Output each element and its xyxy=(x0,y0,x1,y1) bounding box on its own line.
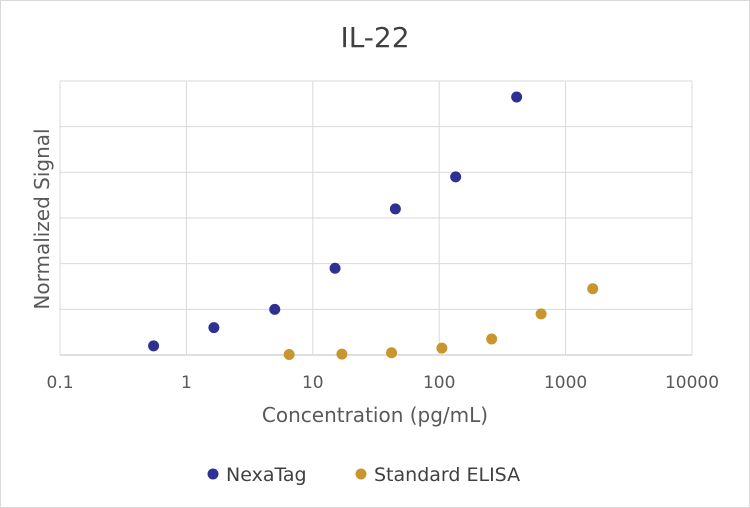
point-nexatag xyxy=(148,340,160,352)
point-standard-elisa xyxy=(436,342,448,354)
x-tick-label: 1000 xyxy=(544,373,587,393)
x-tick-label: 0.1 xyxy=(46,373,73,393)
point-standard-elisa xyxy=(535,308,547,320)
point-nexatag xyxy=(329,262,341,274)
point-nexatag xyxy=(269,303,281,315)
legend-label: Standard ELISA xyxy=(374,464,520,486)
point-standard-elisa xyxy=(336,348,348,360)
point-nexatag xyxy=(208,322,220,334)
point-standard-elisa xyxy=(283,349,295,361)
data-points xyxy=(148,91,599,361)
point-standard-elisa xyxy=(587,283,599,295)
legend-label: NexaTag xyxy=(226,464,307,486)
x-tick-label: 1 xyxy=(181,373,192,393)
x-tick-label: 10 xyxy=(302,373,324,393)
point-standard-elisa xyxy=(486,333,498,345)
legend: NexaTag Standard ELISA xyxy=(207,464,520,486)
point-nexatag xyxy=(389,203,401,215)
point-nexatag xyxy=(450,171,462,183)
point-nexatag xyxy=(511,91,523,103)
x-tick-label: 10000 xyxy=(665,373,719,393)
x-axis-label: Concentration (pg/mL) xyxy=(262,403,488,427)
legend-marker xyxy=(355,468,367,480)
y-axis-label: Normalized Signal xyxy=(30,128,54,309)
x-tick-labels: 0.1 1 10 100 1000 10000 xyxy=(46,373,719,393)
point-standard-elisa xyxy=(386,347,398,359)
x-tick-label: 100 xyxy=(423,373,455,393)
grid xyxy=(59,80,693,356)
chart-title: IL-22 xyxy=(340,21,409,54)
legend-marker xyxy=(207,468,219,480)
